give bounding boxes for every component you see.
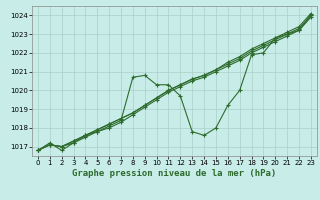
- X-axis label: Graphe pression niveau de la mer (hPa): Graphe pression niveau de la mer (hPa): [72, 169, 276, 178]
